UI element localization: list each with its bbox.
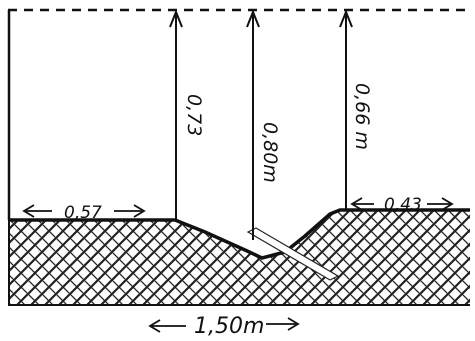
left-width-label: 0,57 xyxy=(64,203,102,223)
ground-border xyxy=(8,220,470,306)
height-right-label: 0,66 m xyxy=(351,83,373,150)
right-width-dimension xyxy=(350,197,454,211)
right-width-label: 0,43 xyxy=(384,195,422,215)
height-arrow-left xyxy=(169,9,183,220)
height-left-label: 0,73 xyxy=(183,94,205,136)
height-arrow-center xyxy=(246,9,260,240)
total-width-dimension xyxy=(148,317,300,333)
height-arrow-right xyxy=(339,9,353,210)
height-center-label: 0,80m xyxy=(259,122,281,183)
hatched-ground xyxy=(9,210,470,305)
ground-surface-line xyxy=(9,208,470,260)
left-width-dimension xyxy=(22,204,146,218)
total-width-label: 1,50m xyxy=(194,314,264,339)
